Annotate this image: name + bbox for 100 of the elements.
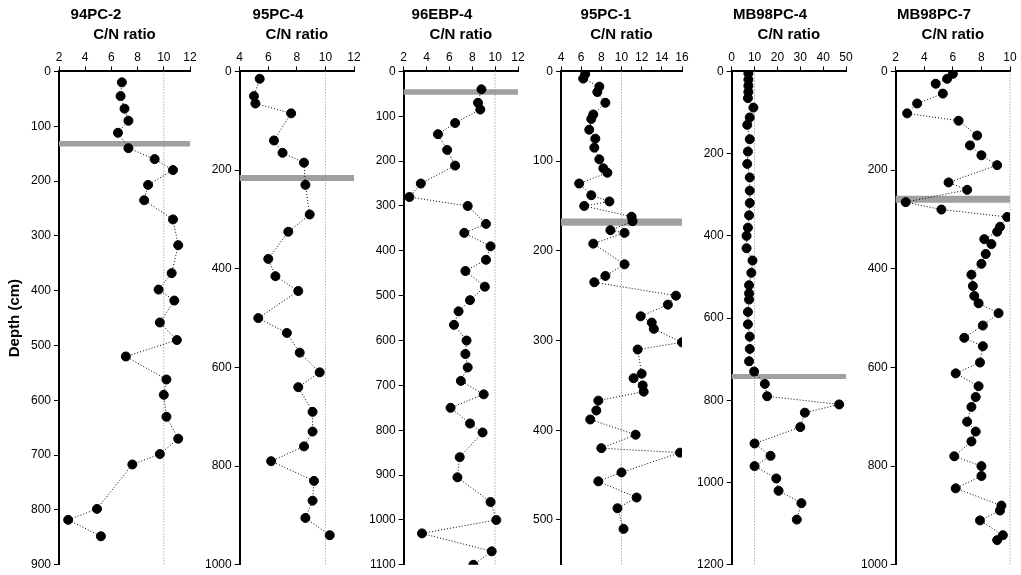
point [253, 313, 264, 324]
point [976, 470, 987, 481]
point [949, 451, 960, 462]
point [619, 227, 630, 238]
point [992, 160, 1003, 171]
point [959, 332, 970, 343]
point [314, 367, 325, 378]
point [462, 362, 473, 373]
point [799, 407, 810, 418]
point [158, 389, 169, 400]
x-tick-label: 10 [1003, 49, 1017, 64]
point [475, 104, 486, 115]
y-tick-label: 300 [375, 198, 397, 213]
point [930, 78, 941, 89]
point [477, 427, 488, 438]
y-axis-title: Depth (cm) [5, 278, 23, 358]
point [591, 405, 602, 416]
y-tick-label: 400 [30, 283, 52, 297]
x-tick-label: 12 [634, 49, 649, 64]
x-tick-label: 14 [655, 49, 669, 64]
point [416, 528, 427, 539]
point [584, 124, 595, 135]
point [791, 514, 802, 525]
point [600, 97, 611, 108]
x-tick-label: 2 [55, 49, 63, 64]
point [453, 306, 464, 317]
point [586, 190, 597, 201]
point [455, 375, 466, 386]
point [139, 195, 150, 206]
chart-title: 94PC-2 [70, 5, 122, 23]
y-tick-label: 400 [211, 261, 233, 276]
point [585, 414, 596, 425]
point [268, 135, 279, 146]
point [834, 399, 845, 410]
point [631, 492, 642, 503]
point [749, 461, 760, 472]
point [476, 84, 487, 95]
point [744, 331, 755, 342]
point [600, 270, 611, 281]
point [744, 172, 755, 183]
point [415, 178, 426, 189]
point [120, 351, 131, 362]
point [592, 87, 603, 98]
point [171, 335, 182, 346]
point [594, 154, 605, 165]
point [167, 214, 178, 225]
point [969, 290, 980, 301]
y-tick-label: 700 [375, 377, 397, 392]
point [127, 459, 138, 470]
y-tick-label: 0 [389, 63, 397, 78]
y-tick-label: 800 [375, 422, 397, 437]
point [744, 210, 755, 221]
point [744, 280, 755, 291]
point [454, 452, 465, 463]
chart-title: 96EBP-4 [411, 5, 474, 23]
point [574, 178, 585, 189]
chart-title: MB98PC-7 [896, 5, 972, 23]
point [153, 284, 164, 295]
point [648, 323, 659, 334]
point [953, 115, 964, 126]
chart-title: 95PC-4 [252, 5, 305, 23]
point [964, 140, 975, 151]
y-tick-label: 400 [532, 422, 554, 437]
point [154, 449, 165, 460]
point [154, 317, 165, 328]
point [993, 308, 1004, 319]
point [596, 443, 607, 454]
point [123, 143, 134, 154]
point [324, 530, 335, 541]
y-tick-label: 100 [375, 108, 397, 123]
x-tick-label: 30 [793, 49, 808, 64]
y-tick-label: 400 [867, 261, 889, 276]
x-axis-title: C/N ratio [429, 25, 493, 43]
y-tick-label: 200 [532, 243, 554, 258]
point [432, 129, 443, 140]
y-tick-label: 300 [30, 228, 52, 243]
point [589, 142, 600, 153]
point [744, 343, 755, 354]
x-axis-title: C/N ratio [93, 25, 156, 43]
x-tick-label: 8 [468, 49, 476, 64]
point [977, 320, 988, 331]
point [460, 348, 471, 359]
point [481, 218, 491, 229]
y-tick-label: 1100 [369, 557, 397, 572]
point [307, 426, 318, 437]
point [167, 165, 178, 176]
point [742, 93, 753, 104]
point [975, 515, 985, 526]
point [744, 185, 755, 196]
x-tick-label: 8 [134, 49, 142, 64]
point [749, 366, 760, 377]
point [464, 418, 475, 429]
point [765, 450, 776, 461]
point [270, 271, 281, 282]
point [92, 503, 103, 514]
y-tick-label: 700 [30, 447, 52, 462]
point [744, 197, 755, 208]
point [604, 196, 615, 207]
y-tick-label: 500 [532, 512, 554, 527]
point [485, 497, 496, 507]
